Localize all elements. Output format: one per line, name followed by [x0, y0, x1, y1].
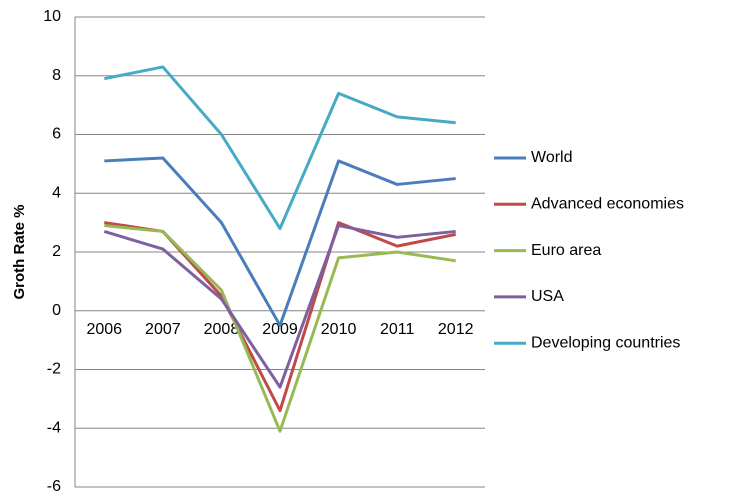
y-tick-label: 4	[52, 184, 61, 201]
y-axis-label: Groth Rate %	[11, 204, 28, 299]
y-tick-label: 0	[52, 302, 61, 319]
y-tick-label: 8	[52, 67, 61, 84]
series-line	[104, 221, 457, 413]
y-tick-label: 6	[52, 126, 61, 143]
legend-label: World	[531, 149, 573, 166]
x-tick-label: 2012	[438, 321, 474, 338]
series-line	[103, 224, 456, 389]
y-tick-label: 10	[43, 8, 61, 25]
y-tick-label: -2	[47, 361, 61, 378]
series-line	[104, 156, 456, 327]
legend-label: Advanced economies	[531, 196, 684, 213]
legend-label: Euro area	[531, 242, 601, 259]
legend-label: USA	[531, 288, 564, 305]
legend-label: Developing countries	[531, 334, 680, 351]
x-tick-label: 2011	[380, 321, 415, 338]
x-tick-label: 2007	[145, 321, 181, 338]
x-tick-label: 2006	[86, 321, 122, 338]
series-line	[103, 65, 456, 230]
y-tick-label: -4	[47, 419, 61, 436]
y-tick-label: -6	[47, 478, 61, 495]
x-tick-label: 2010	[321, 321, 357, 338]
y-tick-label: 2	[52, 243, 61, 260]
series-line	[104, 224, 456, 433]
x-tick-label: 2009	[262, 321, 298, 338]
x-tick-label: 2008	[204, 321, 240, 338]
